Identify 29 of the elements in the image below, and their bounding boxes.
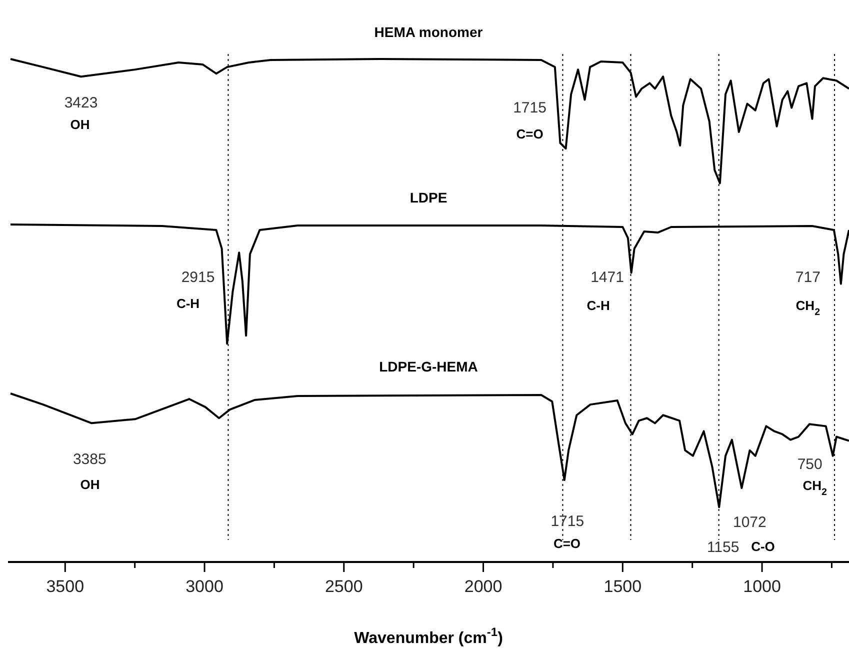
x-tick-label: 3000 bbox=[186, 577, 224, 596]
x-tick-label: 1000 bbox=[743, 577, 781, 596]
annotation: C-O bbox=[751, 539, 775, 554]
x-tick-label: 3500 bbox=[46, 577, 84, 596]
x-tick-label: 1500 bbox=[604, 577, 642, 596]
annotation: C=O bbox=[516, 126, 544, 142]
series-label: LDPE bbox=[410, 189, 448, 206]
annotation: CH$_{2}$ bbox=[796, 298, 821, 318]
x-tick-label: 2000 bbox=[464, 577, 502, 596]
x-axis-title: Wavenumber (cm$^{-1}$) bbox=[354, 625, 503, 647]
annotation: 1715 bbox=[513, 100, 546, 117]
annotation: 3423 bbox=[64, 94, 98, 112]
annotation: 1715 bbox=[550, 512, 584, 530]
series-label: HEMA monomer bbox=[374, 24, 484, 40]
annotation: OH bbox=[70, 117, 90, 132]
annotation: 1155 bbox=[706, 539, 740, 556]
annotation: 1471 bbox=[590, 268, 624, 286]
x-tick-label: 2500 bbox=[324, 577, 363, 596]
annotation: 2915 bbox=[181, 268, 215, 286]
annotation: C-H bbox=[586, 298, 610, 314]
annotation: C-H bbox=[176, 296, 200, 312]
annotation: 717 bbox=[795, 268, 820, 286]
series-label: LDPE-G-HEMA bbox=[379, 358, 478, 374]
annotation: OH bbox=[80, 477, 100, 492]
annotation: 3385 bbox=[72, 451, 106, 468]
annotation: CH$_{2}$ bbox=[802, 478, 828, 498]
annotation: 1072 bbox=[732, 514, 766, 532]
annotation: C=O bbox=[553, 536, 581, 552]
annotation: 750 bbox=[797, 456, 822, 473]
